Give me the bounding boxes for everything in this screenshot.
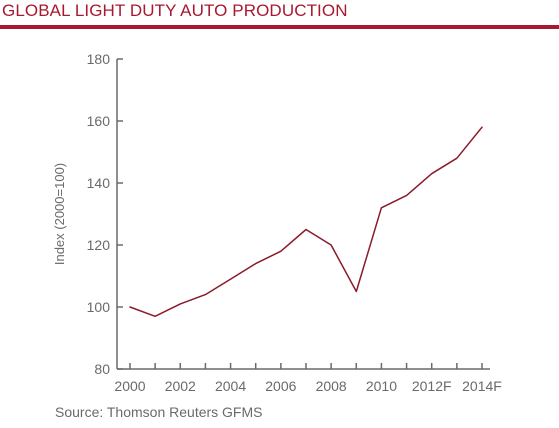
line-chart: 80 100 120 140 160 180 2000 2002 2004 2006 2008 201… [52, 51, 502, 394]
y-tick-label: 140 [87, 175, 111, 191]
y-axis-label: Index (2000=100) [52, 163, 67, 265]
source-note: Source: Thomson Reuters GFMS [55, 404, 263, 420]
x-tick-label: 2014F [462, 378, 502, 394]
axes-layer: 80 100 120 140 160 180 2000 2002 2004 2006 2008 201… [87, 51, 502, 394]
series-line [129, 126, 483, 318]
x-tick-label: 2010 [366, 378, 397, 394]
y-tick-label: 100 [87, 299, 111, 315]
title-rule [0, 25, 559, 29]
x-tick-label: 2012F [412, 378, 452, 394]
series-layer [129, 126, 483, 318]
y-tick-label: 160 [87, 113, 111, 129]
y-tick-label: 120 [87, 237, 111, 253]
y-tick-label: 80 [94, 361, 110, 377]
x-tick-label: 2006 [265, 378, 296, 394]
x-tick-label: 2000 [114, 378, 145, 394]
x-tick-label: 2008 [316, 378, 347, 394]
x-tick-label: 2004 [215, 378, 246, 394]
chart-title: GLOBAL LIGHT DUTY AUTO PRODUCTION [2, 1, 348, 20]
y-tick-label: 180 [87, 51, 111, 67]
x-tick-label: 2002 [165, 378, 196, 394]
